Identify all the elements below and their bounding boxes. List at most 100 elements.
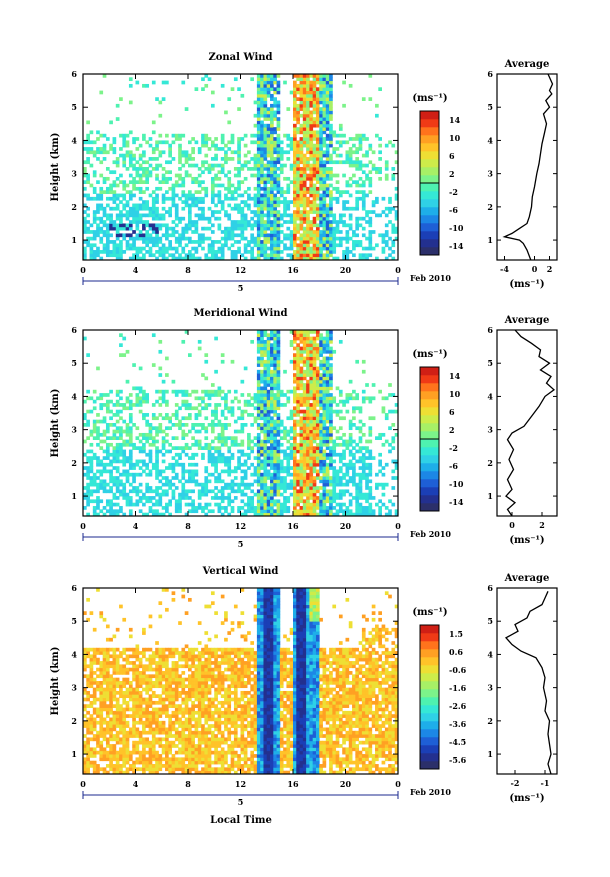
panel-title: Zonal Wind [208,52,272,63]
x-tick-label: 8 [185,521,191,531]
colorbar-swatch [420,159,439,167]
colorbar-unit: (ms⁻¹) [412,93,447,104]
colorbar-swatch [420,657,439,665]
colorbar-tick-label: 2 [449,425,455,435]
colorbar-tick-label: -6 [449,461,458,471]
y-tick-label: 3 [71,425,77,435]
date-label: Feb 2010 [410,273,451,283]
avg-x-tick-label: 2 [547,264,553,274]
x-tick-label: 0 [80,265,86,275]
colorbar-swatch [420,223,439,231]
colorbar-swatch [420,745,439,753]
y-tick-label: 4 [71,391,77,401]
y-tick-label: 1 [71,491,77,501]
colorbar-swatch [420,495,439,503]
colorbar-swatch [420,183,439,191]
average-title: Average [504,315,550,326]
colorbar-swatch [420,487,439,495]
colorbar-swatch [420,399,439,407]
day-label: 5 [238,539,244,549]
colorbar-swatch [420,151,439,159]
x-tick-label: 20 [340,521,352,531]
x-tick-label: 0 [80,779,86,789]
avg-x-tick-label: -1 [541,778,550,788]
colorbar-swatch [420,143,439,151]
y-tick-label: 6 [71,583,77,593]
colorbar-swatch [420,447,439,455]
avg-x-tick-label: -4 [500,264,509,274]
avg-y-tick-label: 4 [487,391,493,401]
colorbar-unit: (ms⁻¹) [412,607,447,618]
colorbar-tick-label: 6 [449,151,455,161]
average-title: Average [504,59,550,70]
y-tick-label: 6 [71,69,77,79]
avg-y-tick-label: 2 [487,202,493,212]
colorbar-swatch [420,641,439,649]
heatmap-field [83,330,398,516]
avg-y-tick-label: 3 [487,683,493,693]
x-tick-label: 4 [133,779,139,789]
y-tick-label: 4 [71,135,77,145]
colorbar-tick-label: 14 [449,115,461,125]
y-tick-label: 4 [71,649,77,659]
heatmap-field [83,74,398,260]
colorbar [420,111,439,255]
colorbar-swatch [420,111,439,119]
avg-x-unit: (ms⁻¹) [509,535,544,546]
colorbar-swatch [420,367,439,375]
colorbar-swatch [420,633,439,641]
avg-y-tick-label: 5 [487,358,493,368]
colorbar-tick-label: -14 [449,497,464,507]
x-tick-label: 16 [287,521,299,531]
colorbar-swatch [420,713,439,721]
x-tick-label: 12 [235,779,246,789]
average-profile-line [505,74,553,260]
colorbar-tick-label: -2.6 [449,701,467,711]
panel-title: Meridional Wind [193,308,287,319]
colorbar-tick-label: -2 [449,443,458,453]
colorbar-tick-label: -3.6 [449,719,467,729]
colorbar-tick-label: -10 [449,479,464,489]
colorbar-swatch [420,431,439,439]
avg-y-tick-label: 1 [487,491,493,501]
colorbar-swatch [420,503,439,511]
colorbar-swatch [420,407,439,415]
colorbar-swatch [420,135,439,143]
colorbar-swatch [420,665,439,673]
avg-y-tick-label: 4 [487,649,493,659]
colorbar-swatch [420,471,439,479]
x-tick-label: 20 [340,779,352,789]
colorbar-swatch [420,423,439,431]
avg-y-tick-label: 3 [487,425,493,435]
avg-y-tick-label: 5 [487,616,493,626]
colorbar [420,367,439,511]
colorbar-tick-label: 10 [449,389,461,399]
y-tick-label: 5 [71,616,77,626]
colorbar-swatch [420,649,439,657]
y-tick-label: 2 [71,716,77,726]
avg-x-tick-label: 0 [532,264,538,274]
colorbar-swatch [420,761,439,769]
colorbar-swatch [420,415,439,423]
colorbar-tick-label: 6 [449,407,455,417]
colorbar-swatch [420,625,439,633]
date-label: Feb 2010 [410,529,451,539]
x-axis-title: Local Time [210,815,272,826]
y-tick-label: 1 [71,235,77,245]
colorbar-swatch [420,673,439,681]
avg-x-unit: (ms⁻¹) [509,793,544,804]
colorbar-swatch [420,391,439,399]
colorbar-tick-label: -4.5 [449,737,466,747]
average-profile-line [506,591,551,774]
avg-y-tick-label: 5 [487,102,493,112]
avg-y-tick-label: 1 [487,749,493,759]
colorbar-swatch [420,375,439,383]
colorbar-unit: (ms⁻¹) [412,349,447,360]
colorbar-swatch [420,207,439,215]
colorbar-swatch [420,463,439,471]
y-axis-title: Height (km) [50,389,61,458]
colorbar-tick-label: 0.6 [449,647,463,657]
